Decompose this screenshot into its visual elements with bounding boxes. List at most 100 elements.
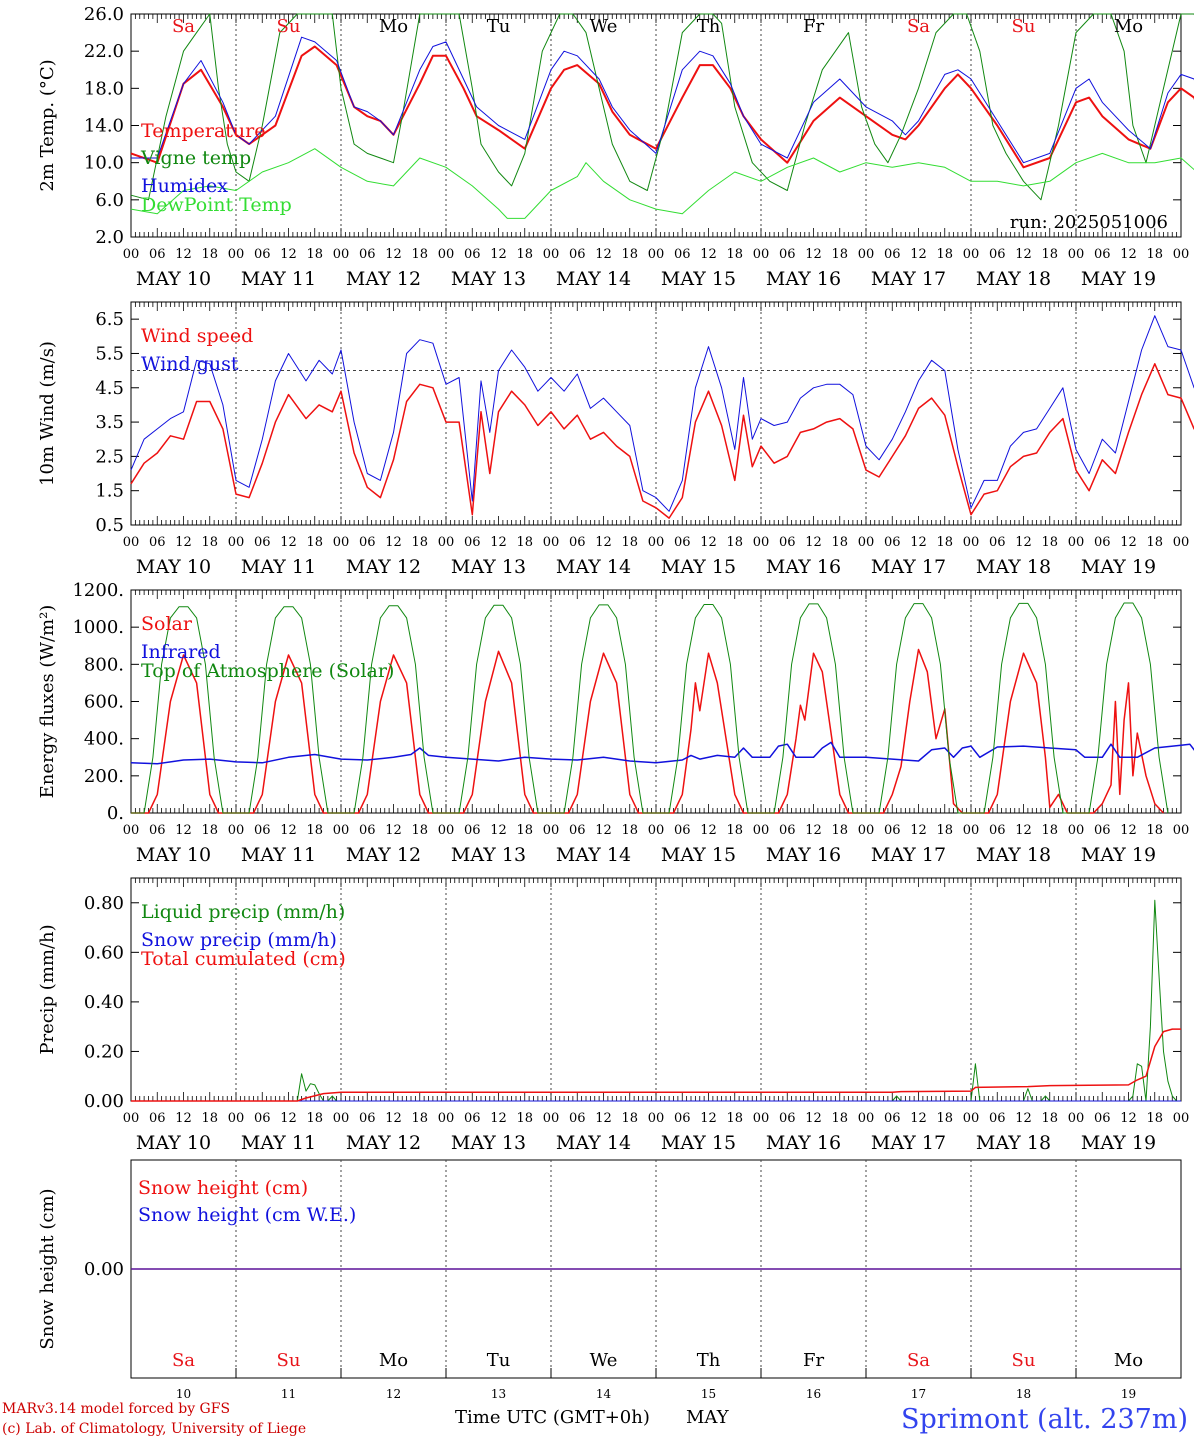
date-label: MAY 17	[871, 268, 946, 290]
day-abbr: Sa	[907, 1350, 930, 1371]
hour-tick-label: 06	[674, 247, 691, 262]
hour-tick-label: 00	[1173, 1111, 1190, 1126]
date-label: MAY 11	[241, 268, 316, 290]
hour-tick-label: 18	[411, 247, 428, 262]
day-abbr: Sa	[907, 16, 930, 37]
hour-tick-label: 00	[753, 1111, 770, 1126]
hour-tick-label: 12	[805, 535, 822, 550]
hour-tick-label: 06	[359, 247, 376, 262]
panel-precip: 0.00 0.20 0.40 0.60 0.80 Precip (mm/h) Liquid …	[37, 877, 1190, 1154]
hour-tick-label: 18	[516, 535, 533, 550]
legend-entry: Temperature	[141, 120, 265, 142]
hour-tick-label: 18	[1146, 1111, 1163, 1126]
hour-tick-label: 06	[254, 247, 271, 262]
hour-tick-label: 00	[963, 823, 980, 838]
day-abbr: Su	[1012, 1350, 1036, 1371]
hour-tick-label: 06	[989, 535, 1006, 550]
date-label: MAY 15	[661, 1132, 736, 1154]
hour-tick-label: 00	[228, 823, 245, 838]
day-number: 12	[386, 1387, 401, 1401]
y-axis-title: Precip (mm/h)	[37, 924, 58, 1054]
y-tick-label: 22.0	[84, 41, 124, 62]
date-label: MAY 16	[766, 844, 841, 866]
hour-tick-label: 06	[779, 247, 796, 262]
hour-tick-label: 18	[1146, 823, 1163, 838]
hour-tick-label: 12	[385, 823, 402, 838]
hour-tick-label: 12	[490, 1111, 507, 1126]
hour-tick-label: 00	[228, 535, 245, 550]
day-abbr: We	[590, 16, 618, 37]
hour-tick-label: 12	[280, 823, 297, 838]
date-label: MAY 12	[346, 1132, 421, 1154]
hour-tick-label: 00	[753, 535, 770, 550]
date-label: MAY 16	[766, 556, 841, 578]
day-abbr: Sa	[172, 1350, 195, 1371]
hour-tick-label: 12	[910, 823, 927, 838]
legend-entry: Wind gust	[141, 353, 239, 375]
hour-tick-label: 00	[963, 535, 980, 550]
hour-tick-label: 18	[516, 823, 533, 838]
y-tick-label: 0.40	[84, 992, 124, 1013]
hour-tick-label: 00	[123, 1111, 140, 1126]
hour-tick-label: 18	[831, 535, 848, 550]
date-label: MAY 11	[241, 1132, 316, 1154]
hour-tick-label: 12	[910, 535, 927, 550]
hour-tick-label: 18	[1041, 1111, 1058, 1126]
y-tick-label: 0.00	[84, 1259, 124, 1280]
hour-tick-label: 06	[674, 535, 691, 550]
hour-tick-label: 18	[1041, 247, 1058, 262]
legend-entry: Total cumulated (cm)	[141, 948, 346, 970]
hour-tick-label: 00	[1173, 247, 1190, 262]
hour-tick-label: 12	[175, 1111, 192, 1126]
station-label: Sprimont (alt. 237m)	[901, 1404, 1188, 1435]
date-label: MAY 14	[556, 556, 631, 578]
y-tick-label: 1000.	[72, 617, 124, 638]
hour-tick-label: 00	[333, 1111, 350, 1126]
hour-tick-label: 06	[569, 535, 586, 550]
hour-tick-label: 18	[726, 823, 743, 838]
y-tick-label: 0.20	[84, 1041, 124, 1062]
hour-tick-label: 12	[700, 535, 717, 550]
day-number: 14	[596, 1387, 612, 1401]
legend-entry: Snow height (cm)	[138, 1177, 308, 1199]
hour-tick-label: 12	[280, 535, 297, 550]
hour-tick-label: 12	[805, 247, 822, 262]
series-line-vigne-temp	[130, 13, 1194, 201]
hour-tick-label: 12	[1120, 535, 1137, 550]
y-tick-label: 400.	[84, 729, 124, 750]
run-label: run: 2025051006	[1010, 212, 1168, 233]
series-line-liquid-precip-mm-h-	[131, 899, 1181, 1102]
series-line-dewpoint-temp	[130, 148, 1194, 219]
date-label: MAY 10	[136, 556, 211, 578]
y-tick-label: 2.0	[95, 227, 124, 248]
panel-wind: 0.5 1.5 2.5 3.5 4.5 5.5 6.5 10m Wind (m/s) Wind …	[37, 301, 1194, 578]
hour-tick-label: 12	[1015, 1111, 1032, 1126]
hour-tick-label: 12	[1120, 1111, 1137, 1126]
hour-tick-label: 18	[201, 535, 218, 550]
hour-tick-label: 12	[280, 247, 297, 262]
hour-tick-label: 06	[1094, 535, 1111, 550]
y-tick-label: 18.0	[84, 78, 124, 99]
hour-tick-label: 00	[543, 535, 560, 550]
hour-tick-label: 00	[963, 1111, 980, 1126]
hour-tick-label: 18	[621, 247, 638, 262]
series-line-temperature	[130, 45, 1194, 169]
hour-tick-label: 00	[648, 535, 665, 550]
hour-tick-label: 18	[726, 535, 743, 550]
date-label: MAY 15	[661, 556, 736, 578]
hour-tick-label: 00	[648, 823, 665, 838]
hour-tick-label: 00	[648, 247, 665, 262]
y-tick-label: 1200.	[72, 580, 124, 601]
y-axis-title: Snow height (cm)	[37, 1188, 58, 1349]
hour-tick-label: 18	[411, 535, 428, 550]
series-line-solar	[131, 648, 1165, 814]
y-tick-label: 800.	[84, 654, 124, 675]
hour-tick-label: 00	[333, 535, 350, 550]
day-abbr: Mo	[379, 16, 408, 37]
hour-tick-label: 18	[831, 1111, 848, 1126]
y-tick-label: 0.60	[84, 942, 124, 963]
hour-tick-label: 18	[831, 823, 848, 838]
legend-entry: Infrared	[141, 641, 221, 663]
panel-energy: 0. 200. 400. 600. 800. 1000. 1200. Energy fluxe…	[37, 580, 1194, 866]
